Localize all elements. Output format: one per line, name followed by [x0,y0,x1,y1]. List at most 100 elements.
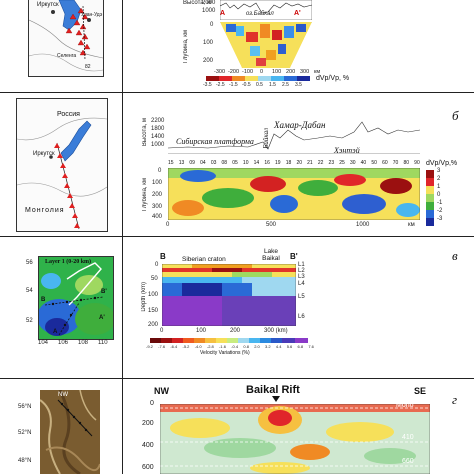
y-tick: 300 [152,204,163,210]
map-c: Layer 1 (0-20 km) B B' A A' [38,256,114,340]
map-b-drawing [17,117,107,230]
station-number: 50 [371,160,377,166]
map-a-drawing [29,0,103,72]
y-tick: 400 [142,442,154,449]
lon-tick: 106 [58,340,69,346]
x-tick: 300 [300,69,310,75]
direction-label: NW [58,392,68,398]
station-number: 25 [339,160,345,166]
lon-tick: 110 [98,340,108,346]
profile-marker: A' [99,315,105,321]
map-b: Россия Иркутск Монголия [16,98,108,232]
y-tick: 1000 [202,8,216,14]
river-line [29,19,103,59]
station-number: 80 [403,160,410,166]
lon-tick: 104 [38,340,49,346]
y-tick: 100 [148,292,159,298]
profile-marker-a: A [220,10,226,17]
station-number: 19 [275,160,281,166]
station-number: 13 [178,160,185,166]
map-a: Иркутск Улан-Удэ Селенга 82 [28,0,104,77]
column-divider [122,0,123,474]
rift-marker-icon [272,396,280,402]
colorbar-c [150,338,308,343]
city-dot-icon [87,18,91,22]
place-label: оз.Байкал [246,11,274,17]
colorbar-tick: 0 [437,192,441,198]
lat-tick: 48°N [18,458,32,464]
station-number: 40 [360,160,367,166]
colorbar-tick: -3.5 [203,82,212,88]
lon-tick: 108 [78,340,89,346]
y-tick: 0 [155,262,159,268]
elevation-profile-b [168,121,420,154]
profile-marker-a-prime: A' [294,10,301,17]
x-tick: 0 [160,328,164,334]
region-label: Сибирская платформа [176,137,254,146]
y-tick: 1800 [151,126,165,132]
x-tick: 1000 [356,222,370,228]
border-line [29,53,103,72]
label-lake: Lake Baikal [262,248,280,262]
colorbar-tick: 0.8 [243,344,249,349]
boundary-label: 410 [402,434,414,441]
station-number: 90 [414,160,420,166]
station-number: 14 [253,160,260,166]
y-tick: 1400 [151,134,165,140]
x-tick: 0 [166,222,170,228]
profile-marker: A [53,329,58,335]
receiver-section-d [160,404,430,474]
x-tick: 100 [272,69,282,75]
station-label: 82 [85,64,91,70]
colorbar-a [206,76,310,81]
x-tick: -100 [242,69,254,75]
y-axis-label: Высота, м [183,0,212,6]
y-tick: 200 [152,192,163,198]
colorbar-tick: 3.5 [295,82,302,88]
tomography-section-b [168,168,420,220]
layer-label: L6 [298,314,305,320]
station-number: 15 [168,160,174,166]
elevation-profile-a [220,0,312,20]
y-tick: 1000 [151,142,165,148]
colorbar-tick: -6.4 [170,344,178,349]
colorbar-tick: -1.5 [229,82,238,88]
y-tick: 100 [152,180,163,186]
y-tick: 2200 [151,118,165,124]
colorbar-tick: 4.4 [275,344,282,349]
x-tick: км [408,222,415,228]
chart-title: Baikal Rift [246,384,300,396]
station-number: 16 [264,160,270,166]
profile-line [82,5,86,61]
lat-tick: 54 [26,288,33,294]
y-axis-label: Depth (km) [141,282,147,312]
colorbar-tick: 6.8 [297,344,304,349]
y-tick: 200 [148,322,159,328]
station-number: 18 [285,160,292,166]
y-tick: 100 [203,40,214,46]
colorbar-tick: -2.8 [206,344,214,349]
city-label: Иркутск [33,151,55,157]
y-tick: 200 [142,420,154,427]
station-number: 08 [221,160,228,166]
colorbar-tick: -4.0 [194,344,202,349]
y-tick: 400 [152,214,163,220]
row-divider [0,236,474,237]
layer-label: L4 [298,281,305,287]
lat-tick: 52°N [18,430,32,436]
y-tick: 50 [151,276,158,282]
colorbar-tick: -2 [437,208,443,214]
y-tick: 0 [158,168,162,174]
station-number: 03 [210,160,217,166]
colorbar-ticks-c: -9.2 -7.6 -6.4 -5.2 -4.0 -2.8 -1.6 -0.4 … [146,344,314,349]
lat-tick: 56°N [18,404,32,410]
colorbar-tick: -3 [437,216,443,222]
layer-label: L2 [298,268,305,274]
colorbar-tick: -9.2 [146,344,153,349]
colorbar-tick: 1 [437,184,441,190]
colorbar-tick: 2 [437,176,441,182]
colorbar-tick: 3.2 [265,344,271,349]
lat-tick: 56 [26,260,33,266]
station-number: 70 [392,160,399,166]
colorbar-tick: -1.6 [219,344,226,349]
